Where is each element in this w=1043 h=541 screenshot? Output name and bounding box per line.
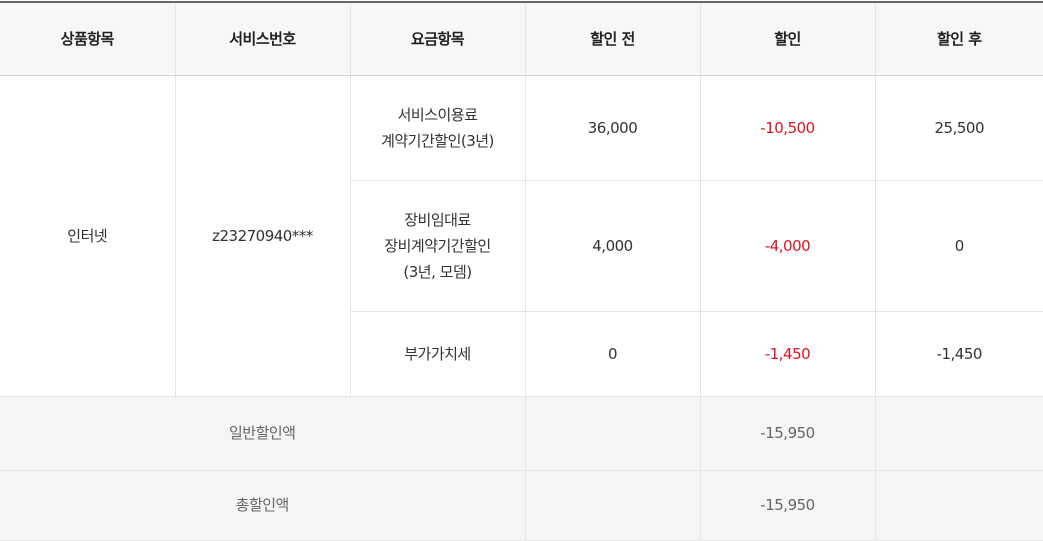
header-row: 상품항목 서비스번호 요금항목 할인 전 할인 할인 후 bbox=[0, 1, 1043, 76]
fee-item-line: 장비임대료 bbox=[404, 210, 471, 229]
header-before: 할인 전 bbox=[524, 1, 701, 76]
summary-row-total: 총할인액 -15,950 bbox=[0, 469, 1043, 541]
header-after: 할인 후 bbox=[874, 1, 1043, 76]
summary-empty bbox=[874, 469, 1043, 541]
fee-item-line: (3년, 모뎀) bbox=[403, 262, 472, 281]
after-cell: -1,450 bbox=[874, 310, 1043, 397]
table-row: 부가가치세 0 -1,450 -1,450 bbox=[0, 310, 1043, 397]
before-cell: 36,000 bbox=[524, 74, 701, 181]
summary-label: 일반할인액 bbox=[0, 395, 526, 471]
summary-empty bbox=[874, 395, 1043, 471]
fee-item-cell: 부가가치세 bbox=[350, 310, 526, 397]
discount-cell: -1,450 bbox=[699, 310, 876, 397]
product-cell: 인터넷 bbox=[0, 74, 176, 397]
after-cell: 0 bbox=[874, 179, 1043, 312]
summary-row-general: 일반할인액 -15,950 bbox=[0, 395, 1043, 471]
header-fee-item: 요금항목 bbox=[349, 1, 526, 76]
summary-empty bbox=[524, 469, 701, 541]
before-cell: 0 bbox=[524, 310, 701, 397]
summary-discount: -15,950 bbox=[699, 395, 876, 471]
discount-cell: -10,500 bbox=[699, 74, 876, 181]
header-product: 상품항목 bbox=[0, 1, 176, 76]
fee-item-line: 계약기간할인(3년) bbox=[381, 131, 494, 150]
discount-cell: -4,000 bbox=[699, 179, 876, 312]
service-no-cell: z23270940*** bbox=[174, 74, 351, 397]
before-cell: 4,000 bbox=[524, 179, 701, 312]
summary-empty bbox=[524, 395, 701, 471]
fee-item-line: 장비계약기간할인 bbox=[384, 236, 491, 255]
header-discount: 할인 bbox=[699, 1, 876, 76]
header-service-no: 서비스번호 bbox=[174, 1, 351, 76]
fee-item-line: 서비스이용료 bbox=[397, 105, 478, 124]
summary-label: 총할인액 bbox=[0, 469, 526, 541]
summary-discount: -15,950 bbox=[699, 469, 876, 541]
after-cell: 25,500 bbox=[874, 74, 1043, 181]
